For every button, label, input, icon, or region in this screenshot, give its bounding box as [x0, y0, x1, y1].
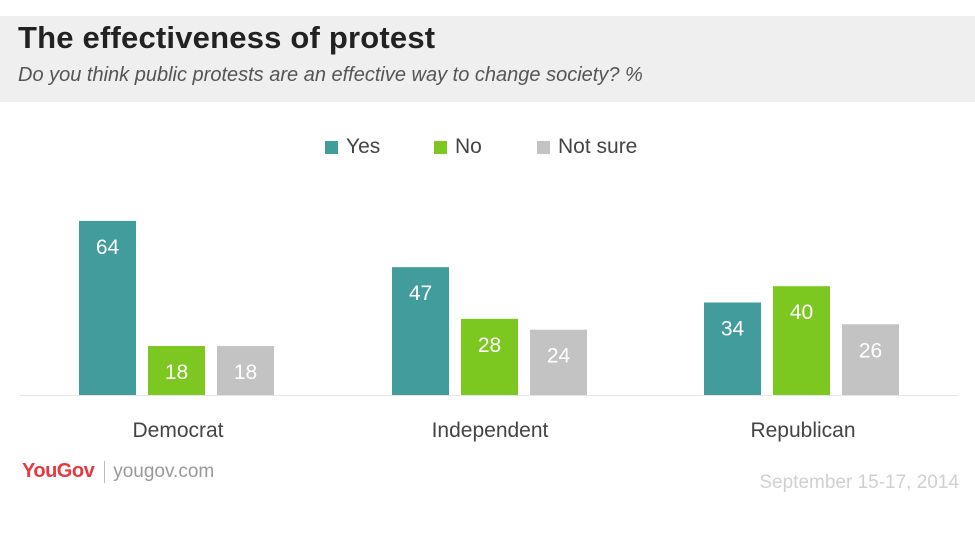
category-label-republican: Republican — [750, 419, 855, 442]
legend-item-yes: Yes — [325, 134, 380, 160]
legend-item-no: No — [434, 134, 482, 160]
data-label-republican-not-sure: 26 — [859, 339, 882, 362]
logo-divider — [104, 460, 106, 483]
site-url: yougov.com — [113, 460, 215, 482]
chart-subtitle: Do you think public protests are an effe… — [18, 64, 643, 86]
legend-label-yes: Yes — [346, 135, 381, 158]
chart-header — [0, 16, 975, 102]
footer-branding: YouGov yougov.com — [22, 460, 214, 483]
bar-republican-not-sure — [842, 324, 899, 395]
data-label-democrat-no: 18 — [165, 361, 188, 384]
bar-democrat-yes — [79, 220, 136, 395]
category-label-democrat: Democrat — [132, 419, 223, 442]
data-label-independent-no: 28 — [478, 334, 501, 357]
data-label-democrat-yes: 64 — [96, 236, 120, 259]
data-label-republican-no: 40 — [790, 301, 813, 324]
legend-label-no: No — [455, 135, 482, 158]
bar-independent-not-sure — [530, 329, 587, 395]
bar-republican-no — [773, 286, 830, 395]
yougov-logo: YouGov — [22, 460, 95, 482]
legend-item-not-sure: Not sure — [537, 134, 637, 160]
survey-date: September 15-17, 2014 — [759, 472, 959, 493]
legend-swatch-yes — [325, 140, 338, 154]
category-label-independent: Independent — [432, 419, 549, 442]
legend-label-not-sure: Not sure — [558, 135, 638, 158]
bar-republican-yes — [704, 302, 761, 395]
bar-independent-yes — [392, 267, 449, 395]
data-label-republican-yes: 34 — [721, 318, 745, 341]
data-label-independent-yes: 47 — [409, 282, 432, 305]
legend-swatch-no — [434, 140, 447, 154]
bar-independent-no — [461, 318, 518, 395]
data-label-independent-not-sure: 24 — [547, 345, 571, 368]
bar-democrat-not-sure — [217, 346, 274, 395]
legend-swatch-not-sure — [537, 140, 550, 154]
chart-title: The effectiveness of protest — [18, 20, 436, 55]
data-label-democrat-not-sure: 18 — [234, 361, 257, 384]
bar-democrat-no — [148, 346, 205, 395]
